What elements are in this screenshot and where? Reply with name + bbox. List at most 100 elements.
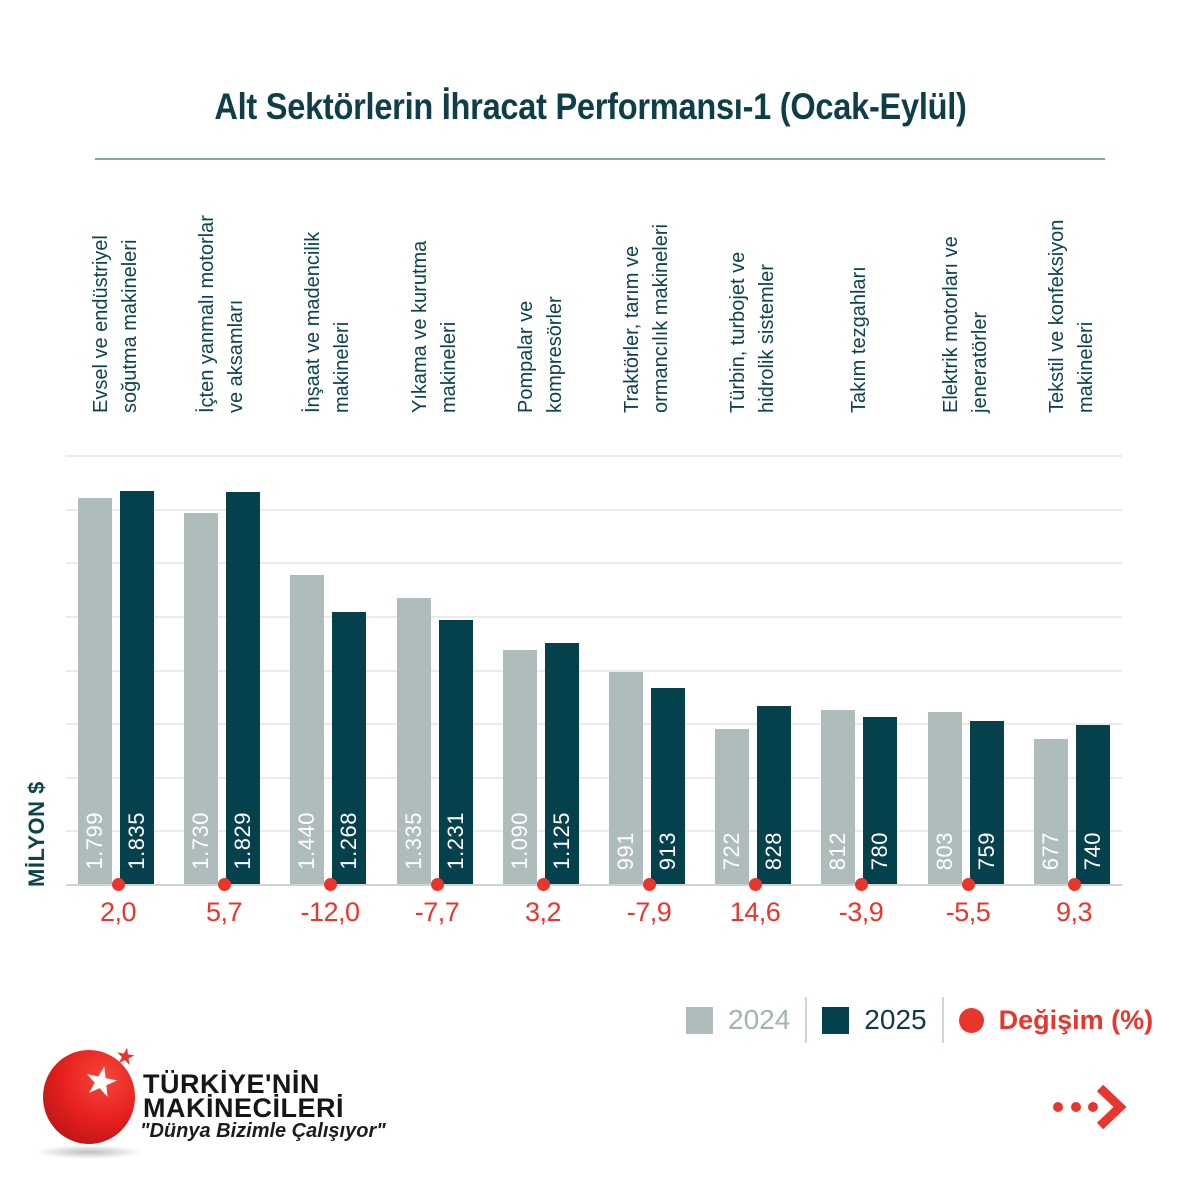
change-value: -7,7 bbox=[414, 897, 460, 927]
bar-value-label: 812 bbox=[825, 831, 850, 870]
change-value: 2,0 bbox=[99, 897, 137, 927]
change-dot bbox=[218, 878, 231, 891]
legend: 2024 2025 Değişim (%) bbox=[686, 997, 1154, 1043]
change-value: -12,0 bbox=[300, 897, 360, 927]
bar-2025-4: 1.231 bbox=[439, 620, 473, 884]
category-label: Pompalar ve kompresörler bbox=[515, 296, 566, 413]
legend-label-2024: 2024 bbox=[728, 1004, 791, 1035]
bar-2025-7: 828 bbox=[757, 706, 791, 884]
bar-value-label: 1.125 bbox=[549, 812, 574, 870]
category-label: Tekstil ve konfeksiyon makineleri bbox=[1046, 219, 1097, 413]
page-title: Alt Sektörlerin İhracat Performansı-1 (O… bbox=[214, 86, 967, 127]
bar-value-label: 1.335 bbox=[401, 812, 426, 870]
bar-2025-9: 759 bbox=[970, 721, 1004, 884]
more-dot-icon bbox=[1071, 1102, 1081, 1112]
category-label: İnşaat ve madencilik makineleri bbox=[302, 231, 353, 413]
logo-tagline: "Dünya Bizimle Çalışıyor" bbox=[140, 1120, 386, 1142]
category-label: Yıkama ve kurutma makineleri bbox=[409, 240, 460, 413]
logo-sphere bbox=[43, 1050, 135, 1144]
bar-value-label: 677 bbox=[1038, 831, 1063, 870]
bar-value-label: 1.090 bbox=[507, 812, 532, 870]
bar-value-label: 1.268 bbox=[336, 812, 361, 870]
y-axis-label: MİLYON $ bbox=[24, 781, 49, 887]
bar-2025-5: 1.125 bbox=[545, 643, 579, 884]
gridline-500 bbox=[66, 777, 1122, 779]
change-value: 3,2 bbox=[524, 897, 562, 927]
gridline-250 bbox=[66, 830, 1122, 832]
bar-2025-3: 1.268 bbox=[332, 612, 366, 884]
gridline-1500 bbox=[66, 562, 1122, 564]
change-value: -5,5 bbox=[945, 897, 991, 927]
logo-shadow bbox=[34, 1145, 144, 1159]
more-dot-icon bbox=[1088, 1102, 1098, 1112]
category-label: Traktörler, tarım ve ormancılık makinele… bbox=[621, 224, 672, 413]
category-label: Evsel ve endüstriyel soğutma makineleri bbox=[90, 235, 141, 413]
gridline-2000 bbox=[66, 455, 1122, 457]
gridline-1000 bbox=[66, 670, 1122, 672]
change-value: -3,9 bbox=[838, 897, 884, 927]
chevron-right-icon bbox=[1096, 1085, 1126, 1129]
category-label: Elektrik motorları ve jeneratörler bbox=[940, 236, 991, 413]
bar-2024-3: 1.440 bbox=[290, 575, 324, 884]
legend-divider bbox=[941, 997, 944, 1043]
red-star-icon: ★ bbox=[112, 1042, 138, 1072]
legend-label-change: Değişim (%) bbox=[998, 1004, 1154, 1035]
logo-name-line2: MAKİNECİLERİ bbox=[143, 1093, 344, 1123]
bar-2024-6: 991 bbox=[609, 672, 643, 884]
category-label: İçten yanmalı motorlar ve aksamları bbox=[196, 215, 247, 413]
more-arrow[interactable] bbox=[1048, 1085, 1134, 1129]
bar-2025-6: 913 bbox=[651, 688, 685, 884]
bar-2024-8: 812 bbox=[821, 710, 855, 884]
bar-value-label: 1.835 bbox=[124, 812, 149, 870]
legend-swatch-2024 bbox=[686, 1006, 713, 1034]
change-dot bbox=[324, 878, 337, 891]
change-dot bbox=[537, 878, 550, 891]
bar-2025-8: 780 bbox=[863, 717, 897, 884]
change-dot bbox=[855, 878, 868, 891]
more-dot-icon bbox=[1053, 1102, 1063, 1112]
change-dot bbox=[962, 878, 975, 891]
category-label: Türbin, turbojet ve hidrolik sistemler bbox=[727, 251, 778, 413]
bar-value-label: 759 bbox=[974, 831, 999, 870]
change-dot bbox=[1068, 878, 1081, 891]
change-dot bbox=[643, 878, 656, 891]
bar-value-label: 1.799 bbox=[82, 812, 107, 870]
bar-2024-9: 803 bbox=[928, 712, 962, 884]
legend-label-2025: 2025 bbox=[864, 1004, 927, 1035]
title-divider bbox=[95, 158, 1105, 160]
bar-value-label: 722 bbox=[719, 831, 744, 870]
change-dot bbox=[112, 878, 125, 891]
legend-swatch-2025 bbox=[822, 1006, 850, 1034]
bar-value-label: 1.730 bbox=[188, 812, 213, 870]
legend-divider bbox=[805, 997, 808, 1043]
change-dot bbox=[431, 878, 444, 891]
bar-2024-2: 1.730 bbox=[184, 513, 218, 884]
bar-2025-2: 1.829 bbox=[226, 492, 260, 884]
change-value: -7,9 bbox=[626, 897, 672, 927]
legend-change-dot-icon bbox=[958, 1007, 984, 1033]
bar-2025-10: 740 bbox=[1076, 725, 1110, 884]
brand-logo: ★ ★ TÜRKİYE'NİN MAKİNECİLERİ "Dünya Bizi… bbox=[34, 1042, 386, 1159]
gridline-750 bbox=[66, 723, 1122, 725]
bar-2025-1: 1.835 bbox=[120, 491, 154, 884]
bar-value-label: 780 bbox=[867, 831, 892, 870]
bar-2024-1: 1.799 bbox=[78, 498, 112, 884]
change-value: 5,7 bbox=[205, 897, 243, 927]
logo-name-line1: TÜRKİYE'NİN bbox=[143, 1069, 320, 1099]
bar-2024-7: 722 bbox=[715, 729, 749, 884]
change-value: 14,6 bbox=[729, 897, 781, 927]
bar-value-label: 1.231 bbox=[443, 812, 468, 870]
category-label: Takım tezgahları bbox=[847, 266, 870, 413]
bar-value-label: 740 bbox=[1080, 831, 1105, 870]
x-axis-baseline bbox=[66, 884, 1122, 886]
bar-value-label: 991 bbox=[613, 831, 638, 870]
gridline-1750 bbox=[66, 509, 1122, 511]
bar-value-label: 1.829 bbox=[230, 812, 255, 870]
bar-2024-5: 1.090 bbox=[503, 650, 537, 884]
bar-value-label: 828 bbox=[761, 831, 786, 870]
change-value: 9,3 bbox=[1055, 897, 1093, 927]
gridline-1250 bbox=[66, 616, 1122, 618]
change-dot bbox=[749, 878, 762, 891]
